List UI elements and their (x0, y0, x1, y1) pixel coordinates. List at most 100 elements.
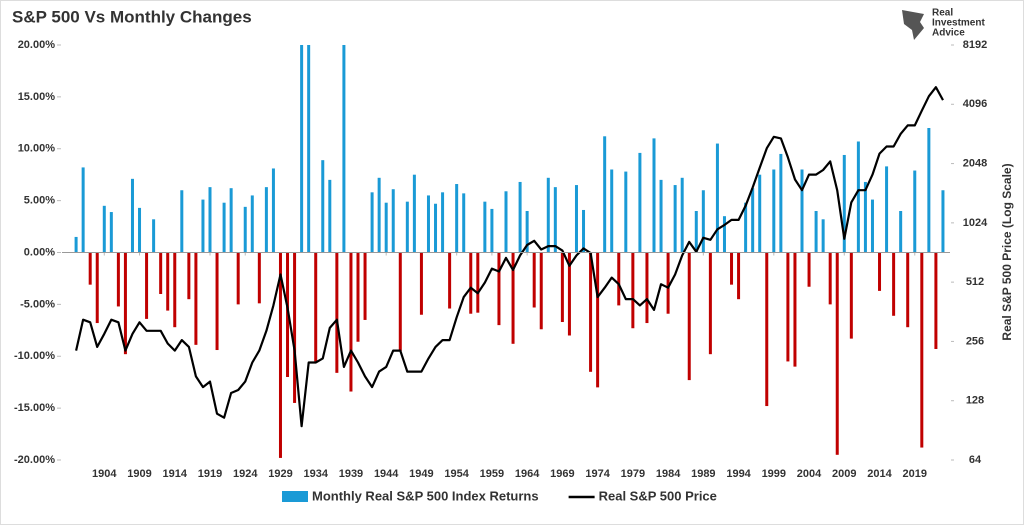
logo-text: Real (932, 8, 953, 19)
bar (152, 219, 156, 253)
bar (342, 45, 346, 253)
bar (307, 45, 311, 253)
bar (765, 252, 769, 407)
bar (906, 252, 910, 328)
y2-tick-label: 8192 (963, 39, 987, 51)
bar (391, 189, 395, 253)
x-tick-label: 1954 (444, 468, 469, 480)
bar (335, 252, 339, 373)
bar (610, 169, 614, 253)
bar (539, 252, 543, 330)
x-tick-label: 1949 (409, 468, 433, 480)
bar (814, 211, 818, 253)
x-tick-label: 2004 (797, 468, 822, 480)
bar (95, 252, 99, 324)
bar (236, 252, 240, 305)
y-tick-label: -5.00% (20, 298, 55, 310)
bar (483, 201, 487, 253)
bar (941, 190, 945, 253)
bar (842, 154, 846, 253)
bar (751, 188, 755, 253)
y-tick-label: -20.00% (14, 454, 55, 466)
bar (821, 219, 825, 253)
y-tick-label: 20.00% (18, 39, 56, 51)
bar (617, 252, 621, 306)
bar (405, 201, 409, 253)
bar (490, 208, 494, 253)
bar (271, 168, 275, 253)
bar (518, 181, 522, 253)
bar (138, 207, 142, 253)
bar (758, 174, 762, 253)
bar (694, 211, 698, 253)
x-tick-label: 1914 (163, 468, 188, 480)
bar (222, 202, 226, 253)
x-tick-label: 1984 (656, 468, 681, 480)
bar (899, 211, 903, 253)
x-tick-label: 1929 (268, 468, 292, 480)
bar (934, 252, 938, 349)
bar (645, 252, 649, 324)
bar (687, 252, 691, 381)
bar (793, 252, 797, 367)
y2-axis-title: Real S&P 500 Price (Log Scale) (1000, 163, 1014, 340)
bar (293, 252, 297, 403)
bar (250, 195, 254, 253)
bar (870, 199, 874, 253)
bar (264, 187, 268, 253)
bar (800, 169, 804, 253)
bar (730, 252, 734, 285)
bar (278, 252, 282, 458)
bar (300, 45, 304, 253)
bar (448, 252, 452, 309)
legend-label: Monthly Real S&P 500 Index Returns (312, 488, 539, 503)
bar (603, 136, 607, 253)
bar (497, 252, 501, 326)
bar (441, 192, 445, 253)
y2-tick-label: 256 (966, 335, 984, 347)
x-tick-label: 1934 (303, 468, 328, 480)
x-tick-label: 1964 (515, 468, 540, 480)
chart-title: S&P 500 Vs Monthly Changes (12, 7, 252, 26)
bar (201, 199, 205, 253)
bar (525, 211, 529, 253)
logo: Real Investment Advice (902, 8, 985, 40)
bar (469, 252, 473, 314)
bar (673, 185, 677, 253)
bar (257, 252, 261, 304)
y2-tick-label: 512 (966, 276, 984, 288)
bar (878, 252, 882, 291)
y-tick-label: -15.00% (14, 402, 55, 414)
bar (786, 252, 790, 362)
x-tick-label: 1979 (621, 468, 645, 480)
bar (913, 170, 917, 253)
x-tick-label: 1959 (480, 468, 504, 480)
bar (511, 252, 515, 344)
bar (194, 252, 198, 345)
bar (659, 179, 663, 253)
bar (215, 252, 219, 351)
bar (715, 143, 719, 253)
bar (708, 252, 712, 355)
bar (398, 252, 402, 352)
x-tick-label: 1924 (233, 468, 258, 480)
x-tick-label: 1994 (726, 468, 751, 480)
bar (116, 252, 120, 307)
bar (567, 252, 571, 336)
bar (419, 252, 423, 315)
bar (81, 167, 85, 253)
y2-tick-label: 1024 (963, 217, 988, 229)
bar (849, 252, 853, 339)
bar (123, 252, 127, 355)
bar (173, 252, 177, 328)
bar (574, 185, 578, 253)
bar (624, 171, 628, 253)
bar (631, 252, 635, 329)
y2-tick-label: 2048 (963, 157, 987, 169)
y2-tick-label: 128 (966, 395, 984, 407)
bar (455, 184, 459, 253)
x-tick-label: 1909 (127, 468, 151, 480)
bar (680, 177, 684, 253)
bar (74, 236, 78, 253)
bar (314, 252, 318, 362)
